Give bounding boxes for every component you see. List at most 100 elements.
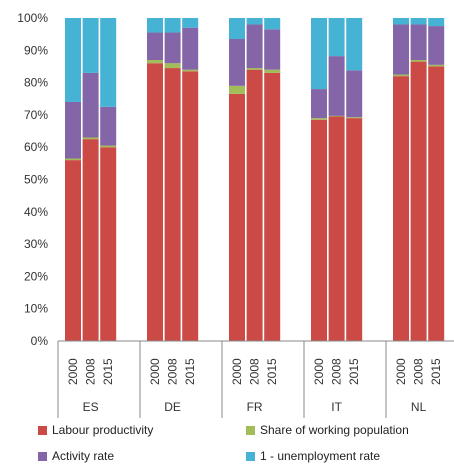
x-tick-label: 2015 [183, 358, 197, 385]
y-tick-label: 10% [24, 302, 48, 316]
bar-segment [100, 145, 117, 148]
bar-segment [147, 63, 163, 341]
legend-swatch [38, 426, 47, 435]
bar-segment [182, 27, 199, 70]
bar-segment [393, 76, 409, 341]
group-label: DE [164, 400, 181, 414]
bar-segment [428, 18, 445, 27]
bar-segment [164, 18, 181, 33]
group-label: NL [411, 400, 427, 414]
bar-segment [65, 101, 81, 159]
x-tick-label: 2015 [347, 358, 361, 385]
bar-segment [328, 56, 345, 116]
bar-segment [346, 118, 363, 341]
y-tick-label: 50% [24, 173, 48, 187]
bar-segment [410, 61, 427, 341]
bar-segment [182, 69, 199, 72]
bar-segment [182, 18, 199, 28]
x-tick-label: 2008 [84, 358, 98, 385]
bar-segment [328, 18, 345, 57]
group-label: IT [331, 400, 342, 414]
bar-segment [328, 116, 345, 341]
x-tick-label: 2015 [101, 358, 115, 385]
legend-label: Share of working population [260, 423, 409, 437]
x-tick-label: 2015 [265, 358, 279, 385]
y-tick-label: 30% [24, 237, 48, 251]
legend: Labour productivity Share of working popu… [38, 423, 409, 463]
bar-segment [100, 106, 117, 146]
bar-segment [82, 18, 99, 73]
bar-segment [229, 93, 245, 341]
bar-segment [311, 89, 327, 119]
legend-label: 1 - unemployment rate [260, 449, 380, 463]
bar-segment [264, 69, 281, 73]
bar-segment [428, 26, 445, 65]
bar-segment [147, 18, 163, 33]
legend-label: Labour productivity [52, 423, 153, 437]
bar-segment [264, 18, 281, 30]
legend-swatch [246, 426, 255, 435]
x-tick-label: 2008 [330, 358, 344, 385]
x-tick-label: 2008 [166, 358, 180, 385]
y-tick-label: 90% [24, 43, 48, 57]
bar-segment [82, 72, 99, 138]
bar-segment [410, 18, 427, 25]
group-label: ES [83, 400, 99, 414]
x-tick-label: 2000 [394, 358, 408, 385]
bar-segment [410, 24, 427, 60]
bar-segment [393, 24, 409, 75]
bar-area [65, 18, 445, 342]
bar-segment [65, 160, 81, 341]
legend-swatch [38, 452, 47, 461]
bar-segment [147, 59, 163, 64]
bar-segment [182, 71, 199, 342]
y-tick-label: 0% [31, 334, 49, 348]
bar-segment [264, 29, 281, 70]
x-tick-label: 2000 [66, 358, 80, 385]
y-axis: 0% 10% 20% 30% 40% 50% 60% 70% 80% 90% 100% [17, 11, 48, 348]
bar-segment [65, 158, 81, 161]
legend-swatch [246, 452, 255, 461]
bar-segment [246, 18, 263, 25]
bar-segment [328, 115, 345, 117]
bar-segment [100, 147, 117, 341]
bar-segment [346, 117, 363, 119]
bar-segment [229, 85, 245, 94]
bar-segment [147, 32, 163, 60]
bar-segment [393, 18, 409, 25]
y-tick-label: 20% [24, 269, 48, 283]
x-tick-label: 2000 [230, 358, 244, 385]
bar-segment [100, 18, 117, 107]
x-tick-label: 2008 [412, 358, 426, 385]
bar-segment [164, 68, 181, 341]
bar-segment [229, 38, 245, 86]
bar-segment [311, 119, 327, 342]
bar-segment [393, 74, 409, 77]
bar-segment [311, 118, 327, 120]
bar-segment [428, 66, 445, 341]
y-tick-label: 70% [24, 108, 48, 122]
group-label: FR [247, 400, 263, 414]
bar-segment [346, 18, 363, 71]
bar-segment [410, 59, 427, 62]
bar-segment [246, 24, 263, 69]
bar-segment [65, 18, 81, 102]
bar-segment [82, 139, 99, 341]
x-tick-label: 2000 [312, 358, 326, 385]
bar-segment [229, 18, 245, 39]
bar-segment [246, 69, 263, 342]
bar-segment [264, 72, 281, 341]
bar-segment [82, 137, 99, 140]
x-tick-label: 2008 [248, 358, 262, 385]
x-tick-label: 2015 [429, 358, 443, 385]
y-tick-label: 100% [17, 11, 48, 25]
bar-segment [246, 68, 263, 70]
y-tick-label: 60% [24, 140, 48, 154]
bar-segment [311, 18, 327, 90]
y-tick-label: 40% [24, 205, 48, 219]
y-tick-label: 80% [24, 76, 48, 90]
bar-segment [164, 32, 181, 64]
legend-label: Activity rate [52, 449, 114, 463]
bar-segment [346, 70, 363, 118]
